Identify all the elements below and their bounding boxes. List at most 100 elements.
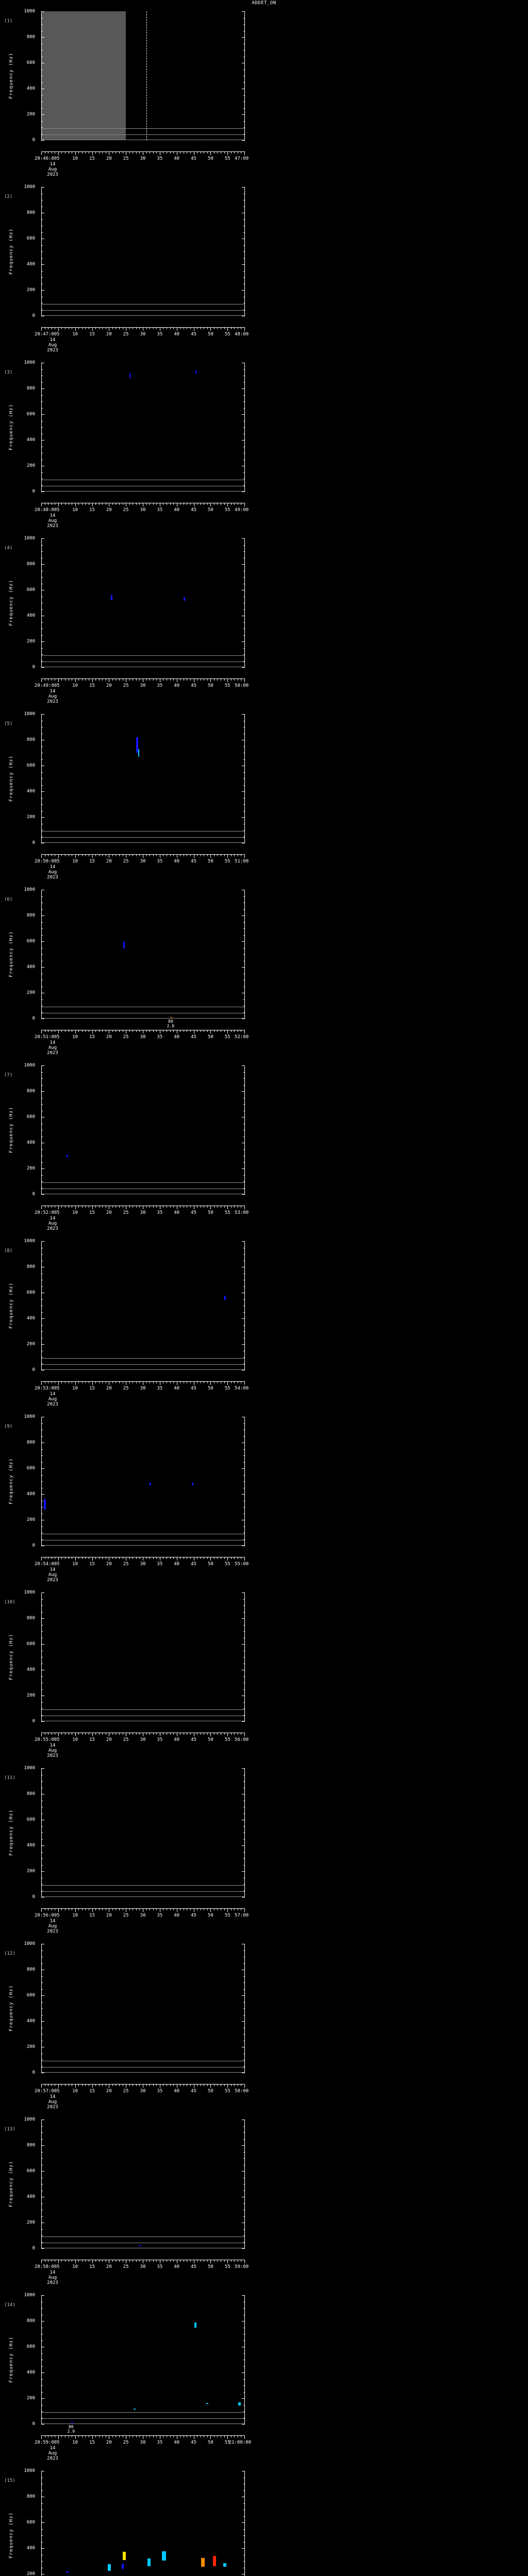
x-axis-tick — [95, 854, 96, 856]
x-axis-tick-label: 15 — [89, 156, 95, 161]
y-axis-tick-label: 200 — [26, 1693, 35, 1698]
plot-area[interactable] — [41, 890, 244, 1019]
plot-area[interactable] — [41, 1592, 244, 1721]
x-axis-tick — [61, 503, 62, 505]
x-axis-tick — [119, 1030, 120, 1032]
y-axis-title: Frequency (Hz) — [9, 228, 14, 275]
spectrogram-panel[interactable]: 0 200 400 600 800 1000 Frequency (Hz) (5) 20:50:… — [0, 712, 528, 890]
plot-area[interactable] — [41, 2471, 244, 2576]
x-axis-tick — [129, 327, 130, 329]
x-axis-tick — [119, 854, 120, 856]
x-axis-tick-label: 50 — [207, 1913, 213, 1918]
x-axis-tick-label: 50 — [207, 1737, 213, 1742]
spectrogram-panel[interactable]: 0 200 400 600 800 1000 Frequency (Hz) (12) 20:57… — [0, 1942, 528, 2120]
spectrogram-panel[interactable]: 0 200 400 600 800 1000 Frequency (Hz) (10) 20:55… — [0, 1590, 528, 1768]
y-axis-tick — [41, 187, 44, 188]
x-axis-tick — [146, 1206, 147, 1208]
x-axis-tick — [234, 2084, 235, 2086]
plot-area[interactable] — [41, 2295, 244, 2424]
spectrogram-panel[interactable]: 0 200 400 600 800 1000 Frequency (Hz) (4) 20:49:… — [0, 536, 528, 714]
spectrogram-panel[interactable]: 0 200 400 600 800 1000 Frequency (Hz) (11) 20:56… — [0, 1766, 528, 1944]
spectrogram-panel[interactable]: 0 200 400 600 800 1000 Frequency (Hz) (13) 20:58… — [0, 2117, 528, 2295]
y-axis-tick — [41, 258, 43, 259]
spectrogram-panel[interactable]: 0 200 400 600 800 1000 Frequency (Hz) (3) 20:48:… — [0, 361, 528, 538]
spectrogram-panel[interactable]: 80 2.0 0 200 400 600 800 1000 Frequency (Hz) (6) 2… — [0, 888, 528, 1065]
plot-area[interactable] — [41, 187, 244, 316]
plot-area[interactable] — [41, 2120, 244, 2248]
spectrogram-panel[interactable]: 0 200 400 600 800 1000 Frequency (Hz) (2) 20:47:… — [0, 185, 528, 363]
x-axis-tick-label: 15 — [89, 1210, 95, 1215]
spectrogram-panel[interactable]: 0 200 400 600 800 1000 Frequency (Hz) (7) 20:52:… — [0, 1063, 528, 1241]
x-axis-tick — [112, 1733, 113, 1735]
y-axis-tick — [243, 2503, 245, 2504]
plot-area[interactable] — [41, 538, 244, 667]
x-axis-tick — [207, 854, 208, 856]
reference-line — [41, 1358, 244, 1359]
plot-area[interactable] — [41, 363, 244, 492]
y-axis-tick-label: 800 — [26, 2494, 35, 2499]
x-axis-date-line: 2023 — [47, 1753, 58, 1758]
y-axis-tick-label: 200 — [26, 1517, 35, 1522]
y-axis-tick — [242, 1644, 245, 1645]
y-axis-tick — [41, 1481, 43, 1482]
x-axis-date-line: Aug — [48, 1748, 57, 1753]
x-axis-tick — [173, 327, 174, 329]
y-axis-tick — [242, 1592, 245, 1593]
x-axis-tick-label: 35 — [157, 1386, 163, 1391]
x-axis-date-line: 14 — [50, 1567, 56, 1572]
x-axis-tick — [98, 1557, 100, 1559]
y-axis-tick — [243, 1702, 245, 1703]
plot-area[interactable] — [41, 11, 244, 140]
y-axis-tick — [242, 290, 245, 291]
y-axis-tick-label: 0 — [32, 138, 35, 143]
x-axis-tick — [102, 2260, 103, 2262]
spectrogram-panel[interactable]: 80 2.9 0 200 400 600 800 1000 Frequency (Hz) (14)… — [0, 2293, 528, 2471]
y-axis-tick-label: 800 — [26, 1440, 35, 1445]
x-axis-tick — [156, 327, 157, 329]
y-axis-tick — [41, 2126, 43, 2127]
x-axis-tick — [170, 327, 171, 329]
x-axis-date-line: Aug — [48, 343, 57, 348]
y-axis-tick — [243, 772, 245, 773]
x-axis-tick — [102, 1557, 103, 1559]
x-axis-tick — [102, 503, 103, 505]
plot-area[interactable] — [41, 1065, 244, 1194]
plot-area[interactable] — [41, 1417, 244, 1546]
x-axis-tick — [234, 1030, 235, 1032]
x-axis-tick — [102, 1030, 103, 1032]
spectrogram-panel[interactable]: 0 200 400 600 800 1000 Frequency (Hz) (1) 20:46:… — [0, 9, 528, 187]
y-axis-tick — [41, 114, 44, 115]
y-axis-tick — [242, 264, 245, 265]
spectrogram-panel[interactable]: 0 200 400 600 800 1000 Frequency (Hz) (8) 20:53:… — [0, 1239, 528, 1417]
x-axis-date-line: 2023 — [47, 699, 58, 704]
y-axis-tick — [243, 270, 245, 272]
x-axis-tick-label: 15 — [89, 1737, 95, 1742]
x-axis-tick — [78, 679, 79, 681]
plot-area[interactable] — [41, 714, 244, 843]
y-axis-tick — [41, 1702, 43, 1703]
x-axis-tick-label: 15 — [89, 1386, 95, 1391]
y-axis-tick — [242, 1494, 245, 1495]
x-axis-tick — [112, 327, 113, 329]
x-axis-tick-label: 15 — [89, 2440, 95, 2445]
y-axis-tick-label: 600 — [26, 1290, 35, 1295]
x-axis-tick-label: 35 — [157, 683, 163, 688]
y-axis-tick — [41, 2216, 43, 2217]
x-axis-tick — [58, 2260, 59, 2263]
x-axis-tick — [230, 2084, 232, 2086]
time-cursor[interactable] — [146, 11, 147, 140]
y-axis-tick — [242, 941, 245, 942]
spectrogram-panel[interactable]: 0 200 400 600 800 1000 Frequency (Hz) (9) 20:54:… — [0, 1415, 528, 1592]
y-axis-title: Frequency (Hz) — [9, 53, 14, 99]
plot-area[interactable] — [41, 1944, 244, 2073]
x-axis-tick — [41, 679, 42, 682]
x-axis-tick-label: 15 — [89, 507, 95, 513]
x-axis-tick-label: 5 — [57, 2264, 60, 2269]
plot-area[interactable] — [41, 1241, 244, 1370]
x-axis-tick-label: 50 — [207, 2264, 213, 2269]
x-axis-tick — [153, 1381, 154, 1383]
x-axis-tick — [41, 2260, 42, 2263]
plot-area[interactable] — [41, 1768, 244, 1897]
